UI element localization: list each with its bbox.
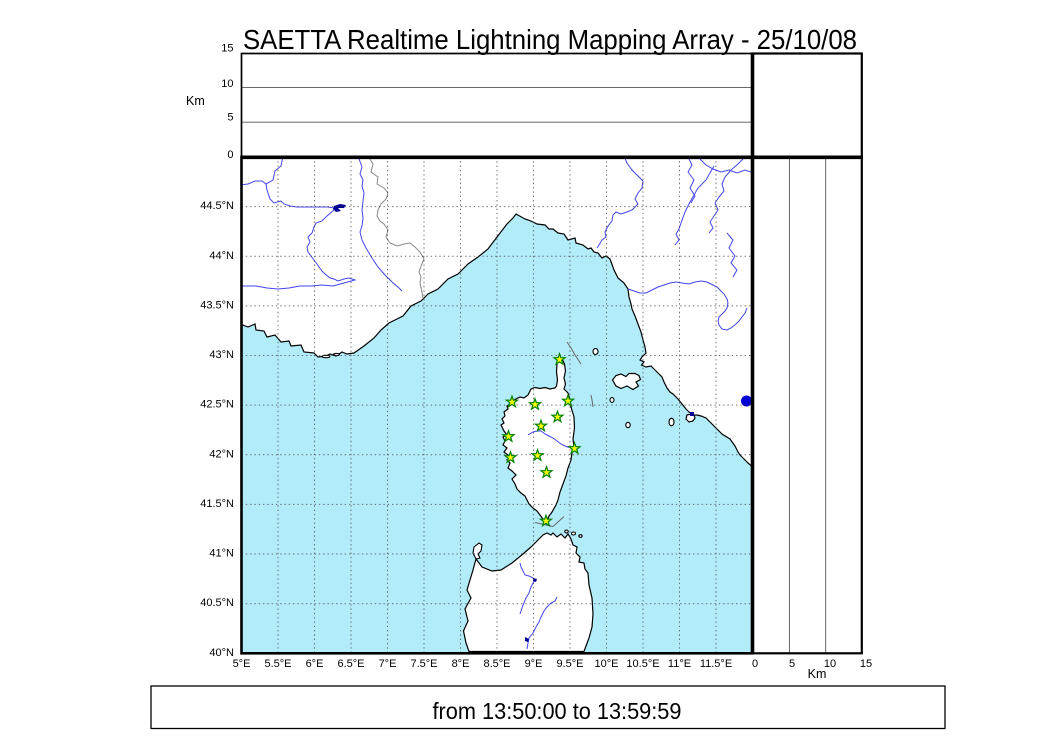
svg-text:42.5°N: 42.5°N (200, 399, 234, 411)
svg-text:11.5°E: 11.5°E (700, 658, 732, 670)
svg-text:10°E: 10°E (595, 658, 619, 670)
svg-text:0: 0 (227, 149, 233, 161)
svg-text:40.5°N: 40.5°N (200, 597, 234, 609)
svg-text:10: 10 (221, 78, 233, 90)
svg-text:42°N: 42°N (209, 448, 234, 460)
svg-text:7.5°E: 7.5°E (410, 658, 437, 670)
svg-text:15: 15 (221, 42, 233, 54)
svg-text:5: 5 (227, 112, 233, 124)
svg-text:8.5°E: 8.5°E (483, 658, 510, 670)
svg-text:10.5°E: 10.5°E (626, 658, 659, 670)
svg-text:5.5°E: 5.5°E (264, 658, 291, 670)
svg-text:41°N: 41°N (209, 548, 234, 560)
svg-text:6°E: 6°E (306, 658, 324, 670)
svg-text:41.5°N: 41.5°N (200, 498, 234, 510)
svg-text:44°N: 44°N (209, 250, 234, 262)
svg-text:5: 5 (789, 658, 795, 670)
svg-text:43.5°N: 43.5°N (200, 299, 234, 311)
svg-text:9°E: 9°E (525, 658, 543, 670)
svg-text:11°E: 11°E (668, 658, 691, 670)
svg-text:40°N: 40°N (209, 647, 234, 659)
svg-text:9.5°E: 9.5°E (556, 658, 583, 670)
svg-text:from 13:50:00 to 13:59:59: from 13:50:00 to 13:59:59 (433, 698, 682, 724)
svg-text:7°E: 7°E (379, 658, 397, 670)
svg-text:Km: Km (186, 94, 205, 108)
svg-text:10: 10 (824, 658, 836, 670)
svg-text:5°E: 5°E (233, 658, 251, 670)
svg-text:44.5°N: 44.5°N (200, 200, 234, 212)
svg-text:8°E: 8°E (452, 658, 470, 670)
svg-text:Km: Km (808, 667, 827, 681)
svg-text:43°N: 43°N (209, 349, 234, 361)
svg-text:SAETTA Realtime Lightning Mapp: SAETTA Realtime Lightning Mapping Array … (243, 24, 857, 55)
svg-text:6.5°E: 6.5°E (337, 658, 364, 670)
svg-text:15: 15 (860, 658, 872, 670)
svg-text:0: 0 (752, 658, 758, 670)
